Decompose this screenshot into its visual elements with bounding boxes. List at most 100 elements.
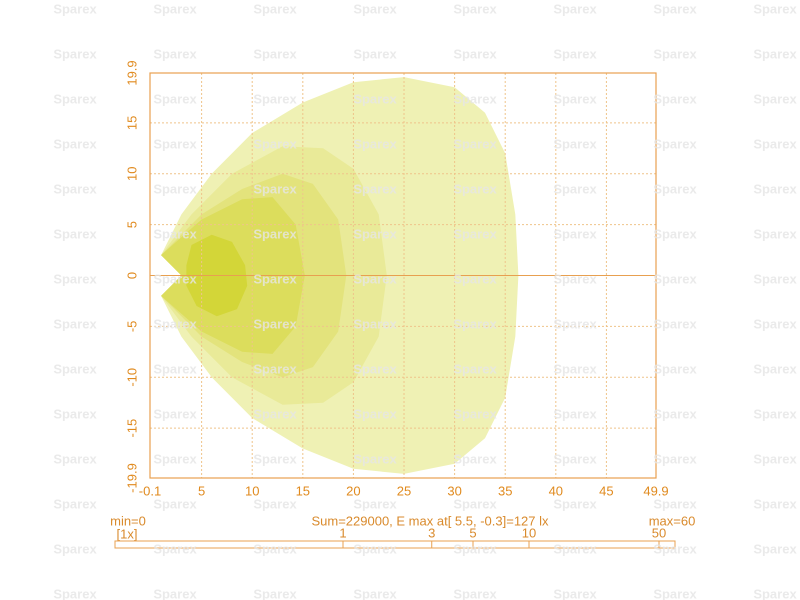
watermark: Sparex [653, 316, 697, 331]
y-tick-label: 15 [124, 116, 139, 130]
watermark: Sparex [653, 586, 697, 600]
x-tick-label: 10 [245, 483, 259, 498]
y-tick-label: 0 [124, 272, 139, 279]
watermark: Sparex [653, 271, 697, 286]
watermark: Sparex [353, 271, 397, 286]
watermark: Sparex [53, 316, 97, 331]
watermark: Sparex [353, 181, 397, 196]
watermark: Sparex [453, 226, 497, 241]
watermark: Sparex [653, 451, 697, 466]
watermark: Sparex [453, 271, 497, 286]
watermark: Sparex [253, 181, 297, 196]
watermark: Sparex [353, 361, 397, 376]
watermark: Sparex [753, 541, 797, 556]
watermark: Sparex [653, 541, 697, 556]
watermark: Sparex [253, 586, 297, 600]
watermark: Sparex [553, 271, 597, 286]
scale-label: [1x] [117, 526, 138, 541]
x-tick-label: 25 [397, 483, 411, 498]
watermark: Sparex [653, 361, 697, 376]
scale-level-label: 5 [469, 525, 476, 540]
watermark: Sparex [353, 226, 397, 241]
watermark: Sparex [353, 586, 397, 600]
max-label: max=60 [649, 513, 696, 528]
watermark: Sparex [253, 226, 297, 241]
watermark: Sparex [353, 91, 397, 106]
summary: Sum=229000, E max at[ 5.5, -0.3]=127 lx [311, 513, 549, 528]
watermark: Sparex [653, 406, 697, 421]
watermark: Sparex [353, 406, 397, 421]
watermark: Sparex [53, 181, 97, 196]
watermark: Sparex [553, 136, 597, 151]
watermark: Sparex [553, 451, 597, 466]
watermark: Sparex [453, 1, 497, 16]
watermark: Sparex [153, 361, 197, 376]
watermark: Sparex [453, 451, 497, 466]
watermark: Sparex [753, 46, 797, 61]
watermark: Sparex [53, 46, 97, 61]
watermark: Sparex [753, 91, 797, 106]
watermark: Sparex [753, 496, 797, 511]
watermark: Sparex [453, 136, 497, 151]
x-tick-label: 45 [599, 483, 613, 498]
watermark: Sparex [253, 541, 297, 556]
watermark: Sparex [553, 1, 597, 16]
watermark: Sparex [353, 136, 397, 151]
watermark: Sparex [453, 586, 497, 600]
watermark: Sparex [53, 271, 97, 286]
y-tick-label: 5 [124, 221, 139, 228]
watermark: Sparex [753, 361, 797, 376]
watermark: Sparex [553, 541, 597, 556]
watermark: Sparex [753, 406, 797, 421]
x-tick-label: 30 [447, 483, 461, 498]
watermark: Sparex [653, 496, 697, 511]
watermark: Sparex [353, 46, 397, 61]
x-tick-label: 49.9 [643, 483, 668, 498]
watermark: Sparex [553, 316, 597, 331]
watermark: Sparex [153, 226, 197, 241]
scale-level-label: 50 [652, 525, 666, 540]
scale-bar [114, 540, 676, 549]
x-tick-label: -0.1 [139, 483, 161, 498]
watermark: Sparex [53, 406, 97, 421]
watermark: Sparex [153, 46, 197, 61]
watermark: Sparex [453, 541, 497, 556]
watermark: Sparex [553, 586, 597, 600]
y-tick-label: 10 [124, 167, 139, 181]
watermark: Sparex [253, 496, 297, 511]
y-tick-label: -15 [124, 419, 139, 438]
watermark: Sparex [53, 226, 97, 241]
x-tick-label: 35 [498, 483, 512, 498]
scale-level-label: 1 [339, 525, 346, 540]
x-tick-label: 5 [198, 483, 205, 498]
watermark: Sparex [453, 181, 497, 196]
watermark: Sparex [153, 496, 197, 511]
watermark: Sparex [353, 541, 397, 556]
watermark: Sparex [753, 226, 797, 241]
watermark: Sparex [53, 1, 97, 16]
watermark: Sparex [253, 316, 297, 331]
scale-level-label: 10 [522, 525, 536, 540]
watermark: Sparex [553, 46, 597, 61]
watermark: Sparex [653, 226, 697, 241]
watermark: Sparex [153, 586, 197, 600]
watermark: Sparex [353, 451, 397, 466]
watermark: Sparex [53, 586, 97, 600]
watermark: Sparex [353, 496, 397, 511]
watermark: Sparex [453, 316, 497, 331]
watermark: Sparex [753, 181, 797, 196]
watermark: Sparex [53, 361, 97, 376]
watermark: Sparex [453, 496, 497, 511]
watermark: Sparex [253, 451, 297, 466]
watermark: Sparex [553, 406, 597, 421]
watermark: Sparex [53, 496, 97, 511]
watermark: Sparex [453, 46, 497, 61]
watermark: Sparex [53, 136, 97, 151]
watermark: Sparex [753, 451, 797, 466]
watermark: Sparex [453, 91, 497, 106]
watermark: Sparex [753, 271, 797, 286]
min-label: min=0 [110, 513, 146, 528]
x-tick-label: 20 [346, 483, 360, 498]
watermark: Sparex [353, 316, 397, 331]
